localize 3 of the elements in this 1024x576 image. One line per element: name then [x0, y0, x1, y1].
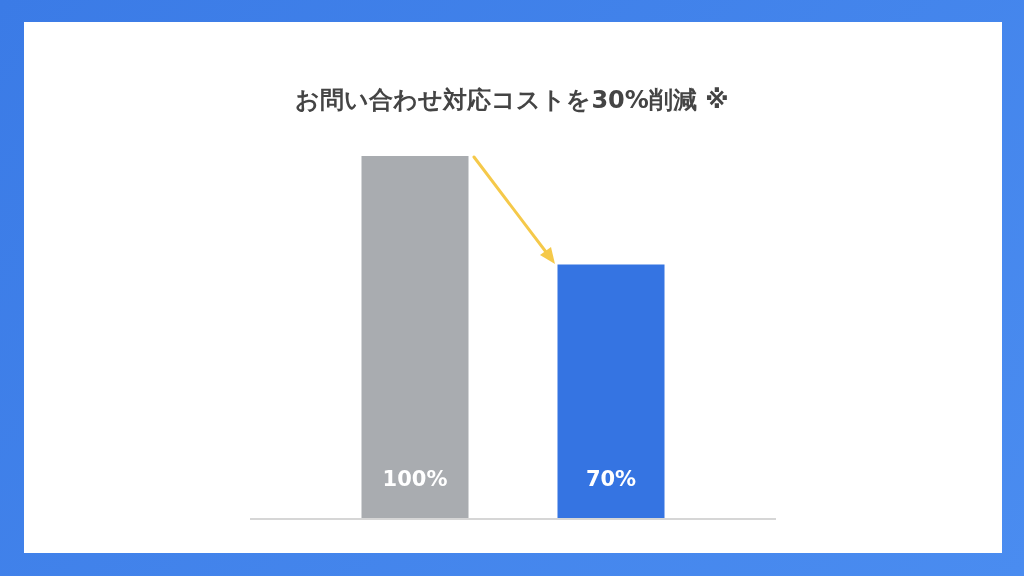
data-label: 100%	[382, 467, 448, 492]
chart-title: お問い合わせ対応コストを30%削減 ※	[294, 85, 730, 116]
data-label: 70%	[585, 467, 637, 492]
